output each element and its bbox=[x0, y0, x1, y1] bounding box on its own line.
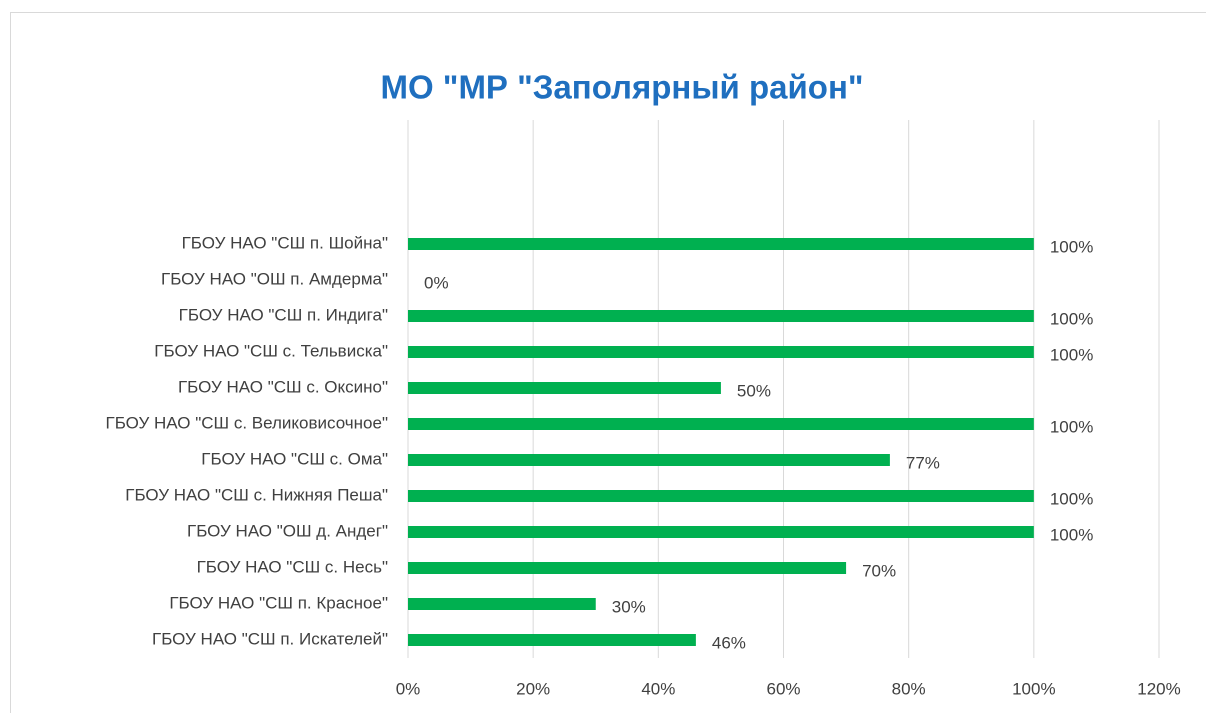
y-tick-label: ГБОУ НАО "СШ п. Индига" bbox=[179, 305, 388, 324]
data-label: 100% bbox=[1050, 345, 1093, 364]
y-tick-label: ГБОУ НАО "СШ п. Искателей" bbox=[152, 629, 388, 648]
data-label: 100% bbox=[1050, 309, 1093, 328]
y-tick-label: ГБОУ НАО "СШ с. Нижняя Пеша" bbox=[125, 485, 388, 504]
data-label: 100% bbox=[1050, 525, 1093, 544]
bar bbox=[408, 238, 1034, 250]
x-tick-label: 20% bbox=[516, 679, 550, 698]
y-tick-label: ГБОУ НАО "СШ с. Великовисочное" bbox=[105, 413, 388, 432]
x-tick-label: 100% bbox=[1012, 679, 1055, 698]
y-tick-label: ГБОУ НАО "СШ с. Тельвиска" bbox=[154, 341, 388, 360]
data-label: 30% bbox=[612, 597, 646, 616]
bar bbox=[408, 598, 596, 610]
y-tick-label: ГБОУ НАО "СШ п. Красное" bbox=[169, 593, 388, 612]
data-label: 70% bbox=[862, 561, 896, 580]
y-tick-label: ГБОУ НАО "ОШ п. Амдерма" bbox=[161, 269, 388, 288]
bar bbox=[408, 418, 1034, 430]
data-label: 0% bbox=[424, 273, 449, 292]
y-tick-label: ГБОУ НАО "СШ п. Шойна" bbox=[182, 233, 388, 252]
y-tick-label: ГБОУ НАО "СШ с. Несь" bbox=[197, 557, 388, 576]
y-tick-label: ГБОУ НАО "СШ с. Оксино" bbox=[178, 377, 388, 396]
x-tick-label: 40% bbox=[641, 679, 675, 698]
data-label: 100% bbox=[1050, 417, 1093, 436]
data-label: 100% bbox=[1050, 237, 1093, 256]
bar bbox=[408, 310, 1034, 322]
chart-title: МО "МР "Заполярный район" bbox=[380, 69, 863, 106]
x-tick-label: 0% bbox=[396, 679, 421, 698]
data-label: 46% bbox=[712, 633, 746, 652]
bar bbox=[408, 562, 847, 574]
bar bbox=[408, 490, 1034, 502]
y-tick-label: ГБОУ НАО "ОШ д. Андег" bbox=[187, 521, 388, 540]
x-tick-label: 60% bbox=[766, 679, 800, 698]
data-label: 77% bbox=[906, 453, 940, 472]
data-label: 50% bbox=[737, 381, 771, 400]
bar bbox=[408, 382, 721, 394]
x-tick-label: 80% bbox=[892, 679, 926, 698]
bar bbox=[408, 634, 696, 646]
bar bbox=[408, 346, 1034, 358]
x-tick-label: 120% bbox=[1137, 679, 1180, 698]
chart-frame bbox=[10, 12, 1206, 713]
y-tick-label: ГБОУ НАО "СШ с. Ома" bbox=[201, 449, 388, 468]
bar bbox=[408, 454, 890, 466]
data-label: 100% bbox=[1050, 489, 1093, 508]
bar bbox=[408, 526, 1034, 538]
